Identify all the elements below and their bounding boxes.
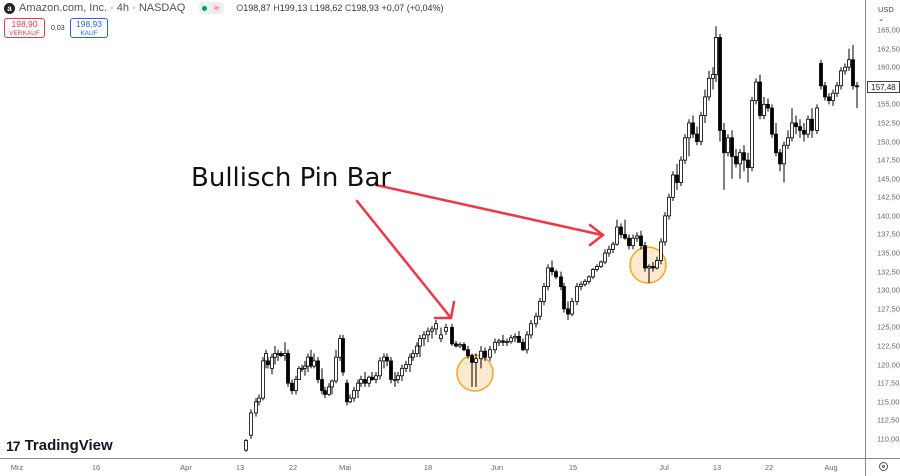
symbol-info[interactable]: a Amazon.com, Inc. · 4h · NASDAQ ≈ O198,…: [4, 2, 444, 14]
price-tick: 117,50: [877, 378, 900, 388]
price-tick: 145,00: [877, 174, 900, 184]
time-axis[interactable]: Mrz 16 Apr 13 22 Mai 18 Jun 15 Jul 13 22 Aug: [0, 458, 865, 476]
price-tick: 112,50: [877, 415, 900, 425]
price-tick: 132,50: [877, 267, 900, 277]
axis-settings-button[interactable]: [865, 458, 900, 476]
buy-price: 198,93: [76, 19, 102, 29]
last-price-label: 157,48: [867, 81, 900, 93]
ohlc-values: O198,87 H199,13 L198,62 C198,93 +0,07 (+…: [236, 3, 444, 13]
time-tick: 22: [764, 463, 774, 472]
time-tick: Jul: [659, 463, 669, 472]
high-value: 199,13: [279, 3, 308, 13]
price-tick: 162,50: [877, 44, 900, 54]
tradingview-mark-icon: 17: [6, 437, 21, 454]
time-tick: Apr: [180, 463, 192, 472]
sell-label: VERKAUF: [9, 30, 40, 37]
candlestick-chart[interactable]: [0, 0, 865, 458]
price-tick: 120,00: [877, 360, 900, 370]
time-tick: 15: [568, 463, 578, 472]
price-tick: 155,00: [877, 99, 900, 109]
price-tick: 142,50: [877, 192, 900, 202]
time-tick: 22: [288, 463, 298, 472]
pin-bar-highlight-2: [629, 246, 667, 284]
annotation-label: Bullisch Pin Bar: [191, 163, 392, 193]
open-value: 198,87: [243, 3, 271, 13]
time-tick: 13: [235, 463, 245, 472]
tradingview-logo[interactable]: 17 TradingView: [6, 437, 113, 454]
buy-label: KAUF: [80, 30, 98, 37]
price-tick: 115,00: [877, 397, 900, 407]
sell-price: 198,90: [11, 19, 38, 29]
price-tick: 140,00: [877, 211, 900, 221]
time-tick: Mai: [338, 463, 352, 472]
price-tick: 165,00: [877, 25, 900, 35]
change-value: +0,07 (+0,04%): [381, 3, 444, 13]
pin-bar-highlight-1: [456, 354, 494, 392]
amazon-logo-icon: a: [4, 2, 15, 14]
tradingview-text: TradingView: [24, 437, 113, 454]
price-tick: 130,00: [877, 285, 900, 295]
price-axis[interactable]: USD ⌄ 157,48 165,00 162,50 160,00 155,00 152…: [865, 0, 900, 458]
delayed-data-icon: ≈: [212, 3, 222, 13]
price-tick: 147,50: [877, 155, 900, 165]
price-tick: 127,50: [877, 304, 900, 314]
time-tick: Aug: [824, 463, 838, 472]
time-tick: Jun: [490, 463, 504, 472]
time-tick: 13: [712, 463, 722, 472]
chart-header: a Amazon.com, Inc. · 4h · NASDAQ ≈ O198,…: [0, 0, 860, 42]
price-tick: 110,00: [877, 434, 900, 444]
spread-value: 0,03: [51, 25, 65, 32]
annotation-arrow-1: [355, 199, 456, 320]
low-value: 198,62: [314, 3, 343, 13]
price-tick: 152,50: [877, 118, 900, 128]
time-tick: 16: [91, 463, 101, 472]
annotation-arrow-2: [374, 183, 606, 247]
market-status-badge[interactable]: ≈: [199, 2, 225, 14]
settings-icon: [879, 462, 888, 471]
price-tick: 137,50: [877, 229, 900, 239]
market-open-icon: [202, 5, 208, 11]
time-tick: 18: [423, 463, 433, 472]
price-tick: 135,00: [877, 248, 900, 258]
price-tick: 122,50: [877, 341, 900, 351]
buy-button[interactable]: 198,93 KAUF: [70, 18, 108, 38]
time-tick: Mrz: [10, 463, 24, 472]
currency-selector[interactable]: USD ⌄: [878, 5, 894, 23]
close-value: 198,93: [351, 3, 379, 13]
price-tick: 150,00: [877, 137, 900, 147]
price-tick: 160,00: [877, 62, 900, 72]
sell-button[interactable]: 198,90 VERKAUF: [4, 18, 45, 38]
price-tick: 125,00: [877, 322, 900, 332]
symbol-title: Amazon.com, Inc. · 4h · NASDAQ: [19, 2, 186, 14]
